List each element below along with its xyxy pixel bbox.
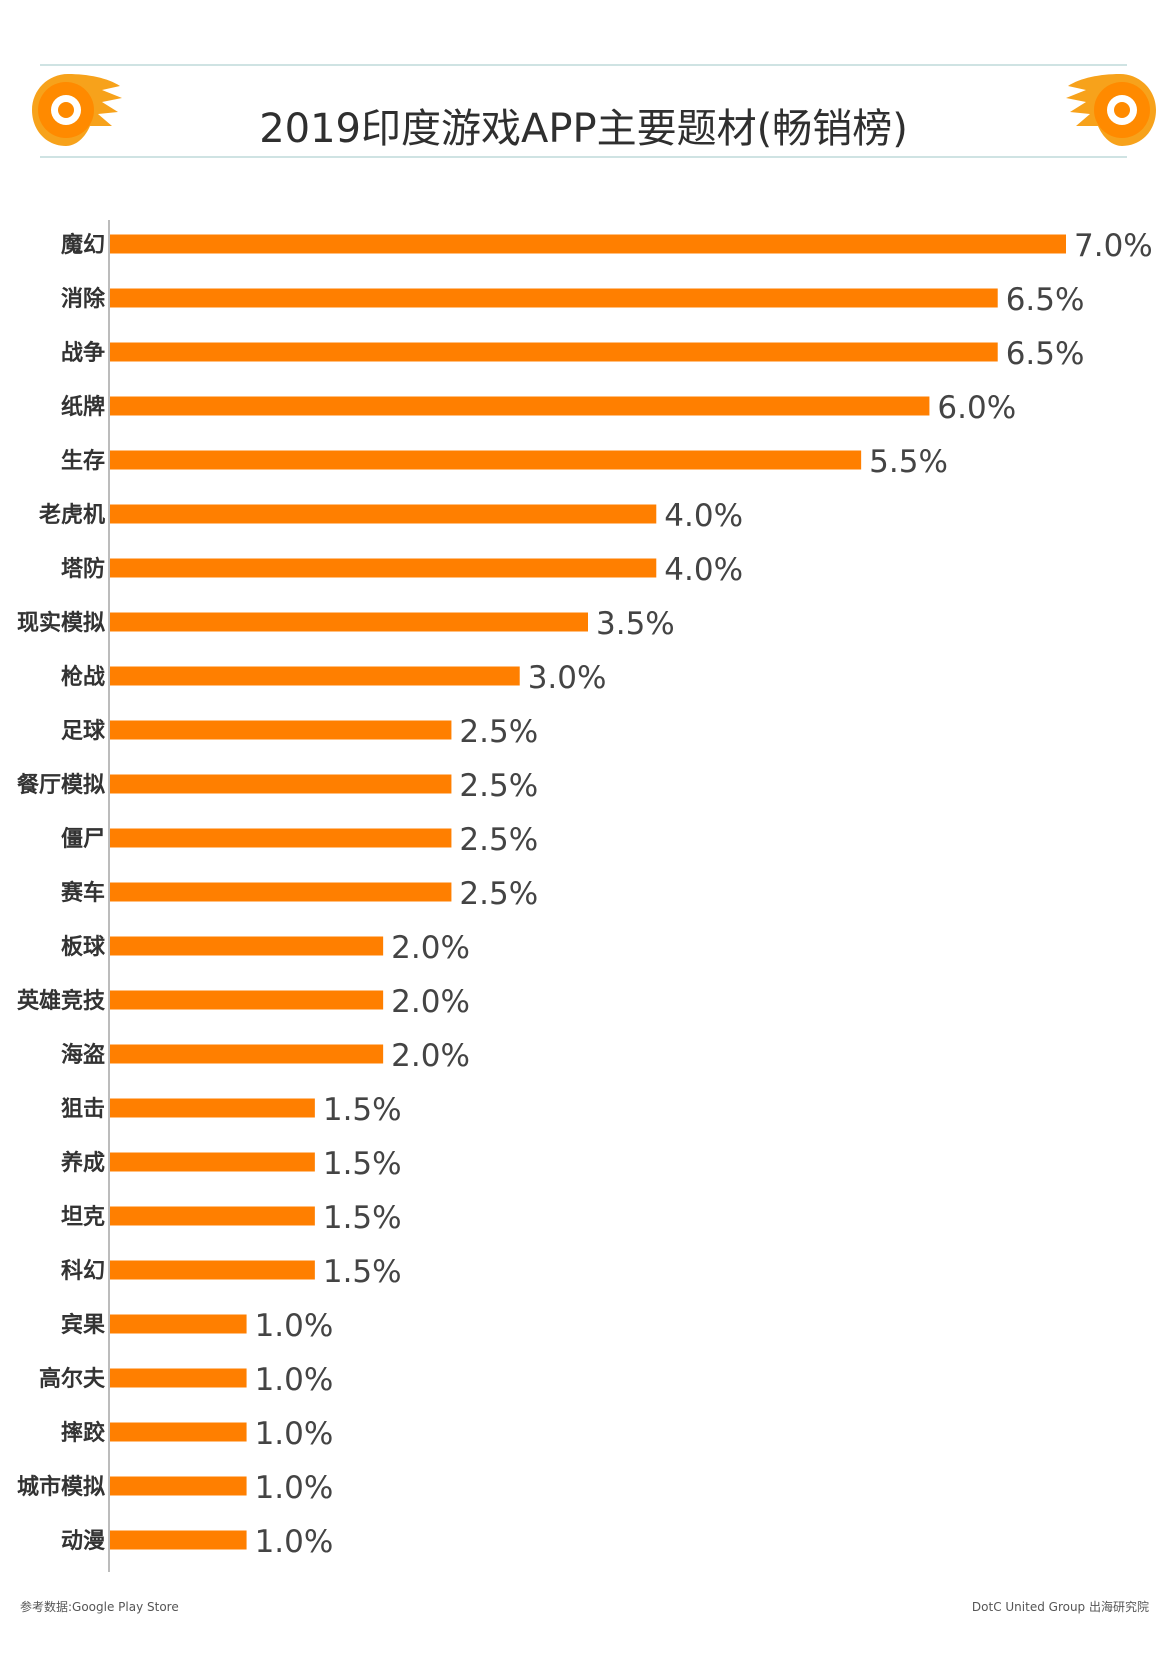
value-label: 6.0%: [937, 390, 1016, 426]
value-label: 4.0%: [664, 552, 743, 588]
bar: [110, 1476, 247, 1496]
bar: [110, 936, 384, 956]
category-label: 海盗: [61, 1042, 105, 1068]
bar: [110, 720, 452, 740]
category-label: 僵尸: [61, 827, 105, 852]
value-label: 7.0%: [1074, 228, 1153, 264]
value-label: 2.0%: [391, 930, 470, 966]
bar: [110, 1368, 247, 1388]
bar: [110, 288, 998, 308]
bar: [110, 234, 1066, 254]
footer-credit: DotC United Group 出海研究院: [971, 1600, 1149, 1614]
bar: [110, 828, 452, 848]
value-label: 2.5%: [459, 714, 538, 750]
category-label: 消除: [61, 286, 106, 312]
value-label: 3.0%: [528, 660, 607, 696]
value-label: 1.0%: [255, 1308, 334, 1344]
category-label: 战争: [61, 340, 105, 366]
category-label: 枪战: [61, 664, 105, 690]
category-label: 宾果: [61, 1312, 105, 1338]
value-label: 1.0%: [255, 1416, 334, 1452]
bar: [110, 1260, 315, 1280]
bar: [110, 450, 862, 470]
value-label: 2.5%: [459, 822, 538, 858]
value-label: 3.5%: [596, 606, 675, 642]
value-label: 6.5%: [1006, 336, 1085, 372]
category-label: 纸牌: [61, 394, 105, 420]
bar: [110, 612, 588, 632]
footer-source: 参考数据:Google Play Store: [20, 1600, 179, 1614]
category-label: 餐厅模拟: [17, 773, 105, 798]
category-label: 养成: [60, 1150, 105, 1176]
value-label: 1.0%: [255, 1524, 334, 1560]
value-label: 1.0%: [255, 1470, 334, 1506]
header-top-rule: [40, 64, 1127, 66]
category-label: 赛车: [60, 880, 105, 906]
bar: [110, 1422, 247, 1442]
bar: [110, 1314, 247, 1334]
flame-eye-logo-icon: [1066, 74, 1156, 146]
chart-title: 2019印度游戏APP主要题材(畅销榜): [259, 106, 908, 152]
bar: [110, 774, 452, 794]
category-label: 动漫: [61, 1529, 105, 1554]
category-label: 坦克: [61, 1204, 105, 1230]
value-label: 2.5%: [459, 876, 538, 912]
value-label: 5.5%: [869, 444, 948, 480]
value-label: 1.0%: [255, 1362, 334, 1398]
category-label: 英雄竞技: [17, 988, 106, 1014]
category-label: 魔幻: [61, 232, 105, 258]
bar: [110, 990, 384, 1010]
bar: [110, 1530, 247, 1550]
category-label: 科幻: [61, 1258, 105, 1284]
value-label: 1.5%: [323, 1146, 402, 1182]
bar: [110, 1206, 315, 1226]
bar: [110, 1044, 384, 1064]
category-label: 板球: [61, 935, 106, 960]
value-label: 1.5%: [323, 1200, 402, 1236]
bar: [110, 666, 520, 686]
category-label: 塔防: [61, 557, 105, 582]
category-label: 城市模拟: [17, 1474, 105, 1500]
bar: [110, 882, 452, 902]
category-label: 现实模拟: [17, 610, 105, 636]
category-label: 足球: [61, 719, 106, 744]
header-bottom-rule: [40, 156, 1127, 158]
value-label: 2.0%: [391, 984, 470, 1020]
value-label: 4.0%: [664, 498, 743, 534]
bar: [110, 1098, 315, 1118]
category-label: 生存: [61, 448, 105, 474]
bar: [110, 342, 998, 362]
value-label: 2.0%: [391, 1038, 470, 1074]
value-label: 6.5%: [1006, 282, 1085, 318]
bar: [110, 1152, 315, 1172]
category-label: 狙击: [61, 1097, 105, 1122]
value-label: 1.5%: [323, 1254, 402, 1290]
flame-eye-logo-icon: [32, 74, 122, 146]
value-label: 2.5%: [459, 768, 538, 804]
bar: [110, 558, 657, 578]
category-label: 摔跤: [61, 1420, 105, 1446]
bar: [110, 396, 930, 416]
value-label: 1.5%: [323, 1092, 402, 1128]
category-label: 高尔夫: [39, 1366, 106, 1392]
category-label: 老虎机: [38, 502, 105, 528]
bar: [110, 504, 657, 524]
